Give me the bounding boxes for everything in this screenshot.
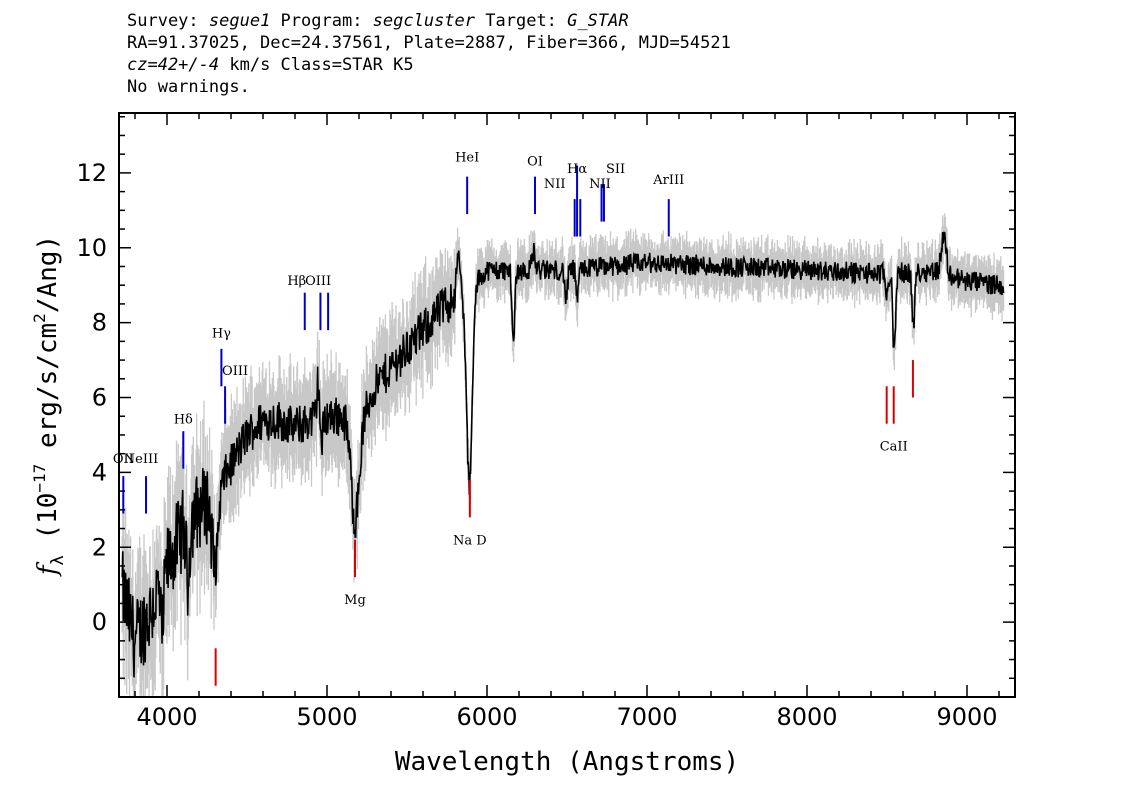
spectrum-header: Survey: segue1 Program: segcluster Targe… <box>127 10 731 98</box>
y-axis-title-exp2: 2 <box>30 313 49 323</box>
cz-value: cz=42+/-4 <box>127 55 220 75</box>
y-axis-title-mid: erg/s/cm <box>33 323 63 464</box>
flux-spectrum <box>121 231 1005 678</box>
y-axis-title: fλ (10−17 erg/s/cm2/Ang) <box>30 235 68 577</box>
y-tick-label: 12 <box>76 159 107 187</box>
emission-line-label: SII <box>606 162 625 177</box>
emission-line-label: Hβ <box>287 274 306 289</box>
absorption-line-label: Na D <box>453 533 487 548</box>
header-line-warnings: No warnings. <box>127 77 250 97</box>
emission-line-label: HeI <box>455 151 479 166</box>
emission-line-label: OI <box>527 154 543 169</box>
y-axis-title-exp: −17 <box>30 464 49 493</box>
class-value: km/s Class=STAR K5 <box>219 55 414 75</box>
flux-line-path <box>121 231 1005 678</box>
header-line-redshift: cz=42+/-4 km/s Class=STAR K5 <box>127 54 731 76</box>
survey-value: segue1 <box>208 11 271 31</box>
emission-line-label: Hδ <box>174 413 193 428</box>
emission-line-label: OIII <box>222 364 248 379</box>
x-tick-label: 5000 <box>296 703 357 731</box>
x-axis-title: Wavelength (Angstroms) <box>395 747 739 777</box>
program-value: segcluster <box>372 11 476 31</box>
plot-frame <box>118 112 1016 698</box>
x-tick-label: 8000 <box>776 703 837 731</box>
survey-key: Survey: <box>127 11 209 31</box>
y-tick-label: 6 <box>92 384 107 412</box>
axis-ticks: 4000 5000 6000 7000 8000 9000 0 2 4 6 8 10 12 <box>76 113 1015 731</box>
y-axis-title-close: /Ang) <box>33 235 63 313</box>
target-key: Target: <box>475 11 568 31</box>
x-tick-label: 6000 <box>456 703 517 731</box>
header-line-survey: Survey: segue1 Program: segcluster Targe… <box>127 10 731 32</box>
emission-line-label: NII <box>589 177 611 192</box>
emission-line-label: NeIII <box>124 452 158 467</box>
x-tick-label: 7000 <box>616 703 677 731</box>
x-tick-label: 4000 <box>136 703 197 731</box>
y-tick-label: 10 <box>76 234 107 262</box>
emission-line-label: OIII <box>305 274 331 289</box>
y-tick-label: 4 <box>92 458 107 486</box>
emission-line-label: NII <box>544 177 566 192</box>
emission-line-label: Hα <box>567 162 587 177</box>
absorption-line-label: Mg <box>344 593 366 608</box>
error-band-path <box>121 213 1005 697</box>
y-axis-title-open: (10 <box>33 493 63 556</box>
x-tick-label: 9000 <box>936 703 997 731</box>
program-key: Program: <box>270 11 373 31</box>
y-tick-label: 2 <box>92 533 107 561</box>
emission-line-label: Hγ <box>212 327 231 342</box>
absorption-line-label: CaII <box>880 440 908 455</box>
target-value: G_STAR <box>567 11 629 31</box>
emission-line-label: ArIII <box>652 173 684 188</box>
y-tick-label: 8 <box>92 309 107 337</box>
flux-error-band <box>121 213 1005 697</box>
header-line-coordinates: RA=91.37025, Dec=24.37561, Plate=2887, F… <box>127 33 731 53</box>
y-tick-label: 0 <box>92 608 107 636</box>
y-axis-title-sub: λ <box>48 555 68 565</box>
